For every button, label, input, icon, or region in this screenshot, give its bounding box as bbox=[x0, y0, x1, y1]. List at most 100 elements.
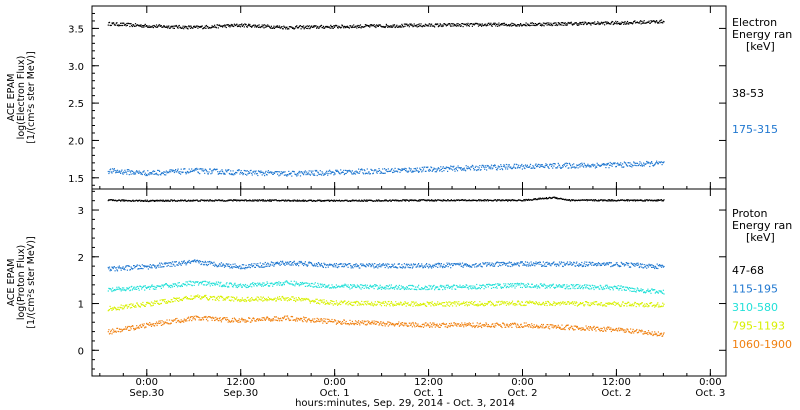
data-point bbox=[464, 24, 466, 26]
data-point bbox=[163, 174, 166, 176]
data-point bbox=[481, 164, 483, 166]
data-point bbox=[609, 199, 611, 201]
data-point bbox=[443, 23, 446, 25]
data-point bbox=[631, 287, 634, 289]
data-point bbox=[173, 27, 175, 29]
data-point bbox=[252, 284, 255, 286]
data-point bbox=[122, 266, 124, 268]
data-point bbox=[529, 165, 531, 167]
data-point bbox=[629, 162, 631, 164]
data-point bbox=[597, 286, 599, 288]
data-point bbox=[332, 26, 334, 28]
data-point bbox=[427, 265, 429, 267]
data-point bbox=[169, 169, 171, 171]
data-point bbox=[134, 173, 137, 175]
data-point bbox=[152, 27, 154, 29]
data-point bbox=[251, 26, 253, 28]
data-point bbox=[123, 267, 125, 269]
data-point bbox=[342, 284, 344, 286]
data-point bbox=[616, 286, 618, 288]
data-point bbox=[562, 286, 564, 288]
data-point bbox=[263, 173, 265, 175]
data-point bbox=[458, 286, 460, 288]
data-point bbox=[594, 200, 596, 202]
data-point bbox=[484, 165, 486, 167]
data-point bbox=[606, 163, 608, 165]
data-point bbox=[207, 26, 209, 28]
data-point bbox=[422, 170, 424, 172]
data-point bbox=[245, 300, 247, 303]
data-point bbox=[184, 168, 186, 170]
data-point bbox=[251, 297, 253, 299]
data-point bbox=[168, 262, 170, 264]
data-point bbox=[482, 199, 485, 201]
data-point bbox=[327, 170, 329, 172]
data-point bbox=[478, 287, 480, 289]
data-point bbox=[261, 174, 263, 176]
data-point bbox=[185, 173, 187, 175]
data-point bbox=[468, 264, 470, 266]
data-point bbox=[147, 286, 149, 288]
data-point bbox=[368, 288, 370, 290]
data-point bbox=[455, 200, 457, 202]
data-point bbox=[126, 269, 128, 271]
data-point bbox=[184, 199, 187, 201]
data-point bbox=[341, 265, 344, 267]
data-point bbox=[155, 286, 158, 288]
data-point bbox=[188, 261, 190, 263]
data-point bbox=[463, 167, 465, 169]
data-point bbox=[187, 171, 189, 173]
data-point bbox=[404, 267, 406, 269]
data-point bbox=[460, 199, 462, 201]
data-point bbox=[658, 199, 660, 201]
data-point bbox=[140, 24, 142, 26]
data-point bbox=[152, 304, 154, 306]
data-point bbox=[344, 263, 346, 265]
data-point bbox=[617, 200, 619, 202]
data-point bbox=[493, 165, 495, 167]
data-point bbox=[489, 23, 491, 25]
data-point bbox=[621, 262, 623, 264]
data-point bbox=[311, 199, 313, 202]
data-point bbox=[125, 25, 127, 27]
data-point bbox=[503, 262, 506, 264]
data-point bbox=[386, 265, 388, 267]
data-point bbox=[317, 282, 319, 284]
data-point bbox=[223, 24, 226, 26]
data-point bbox=[115, 22, 117, 24]
data-point bbox=[116, 22, 118, 24]
data-point bbox=[543, 25, 545, 27]
data-point bbox=[579, 166, 581, 168]
data-point bbox=[304, 26, 306, 28]
data-point bbox=[141, 288, 143, 290]
data-point bbox=[583, 263, 585, 265]
data-point bbox=[550, 24, 553, 26]
data-point bbox=[424, 166, 426, 168]
data-point bbox=[587, 22, 589, 24]
data-point bbox=[285, 299, 287, 301]
data-point bbox=[312, 299, 314, 302]
data-point bbox=[160, 172, 162, 175]
data-point bbox=[185, 27, 187, 29]
data-point bbox=[163, 262, 166, 264]
data-point bbox=[573, 261, 575, 263]
data-point bbox=[573, 199, 575, 201]
data-point bbox=[632, 290, 634, 292]
data-point bbox=[192, 200, 194, 202]
data-point bbox=[662, 161, 664, 164]
data-point bbox=[535, 285, 537, 287]
data-point bbox=[171, 285, 173, 287]
data-point bbox=[162, 286, 164, 288]
data-point bbox=[646, 267, 648, 269]
data-point bbox=[435, 287, 438, 289]
data-point bbox=[447, 170, 449, 172]
data-point bbox=[431, 287, 433, 289]
data-point bbox=[477, 23, 479, 25]
data-point bbox=[292, 264, 294, 266]
data-point bbox=[479, 24, 481, 26]
data-point bbox=[536, 166, 538, 168]
data-point bbox=[297, 299, 299, 301]
data-point bbox=[435, 200, 438, 202]
data-point bbox=[330, 173, 332, 175]
data-point bbox=[566, 23, 569, 25]
